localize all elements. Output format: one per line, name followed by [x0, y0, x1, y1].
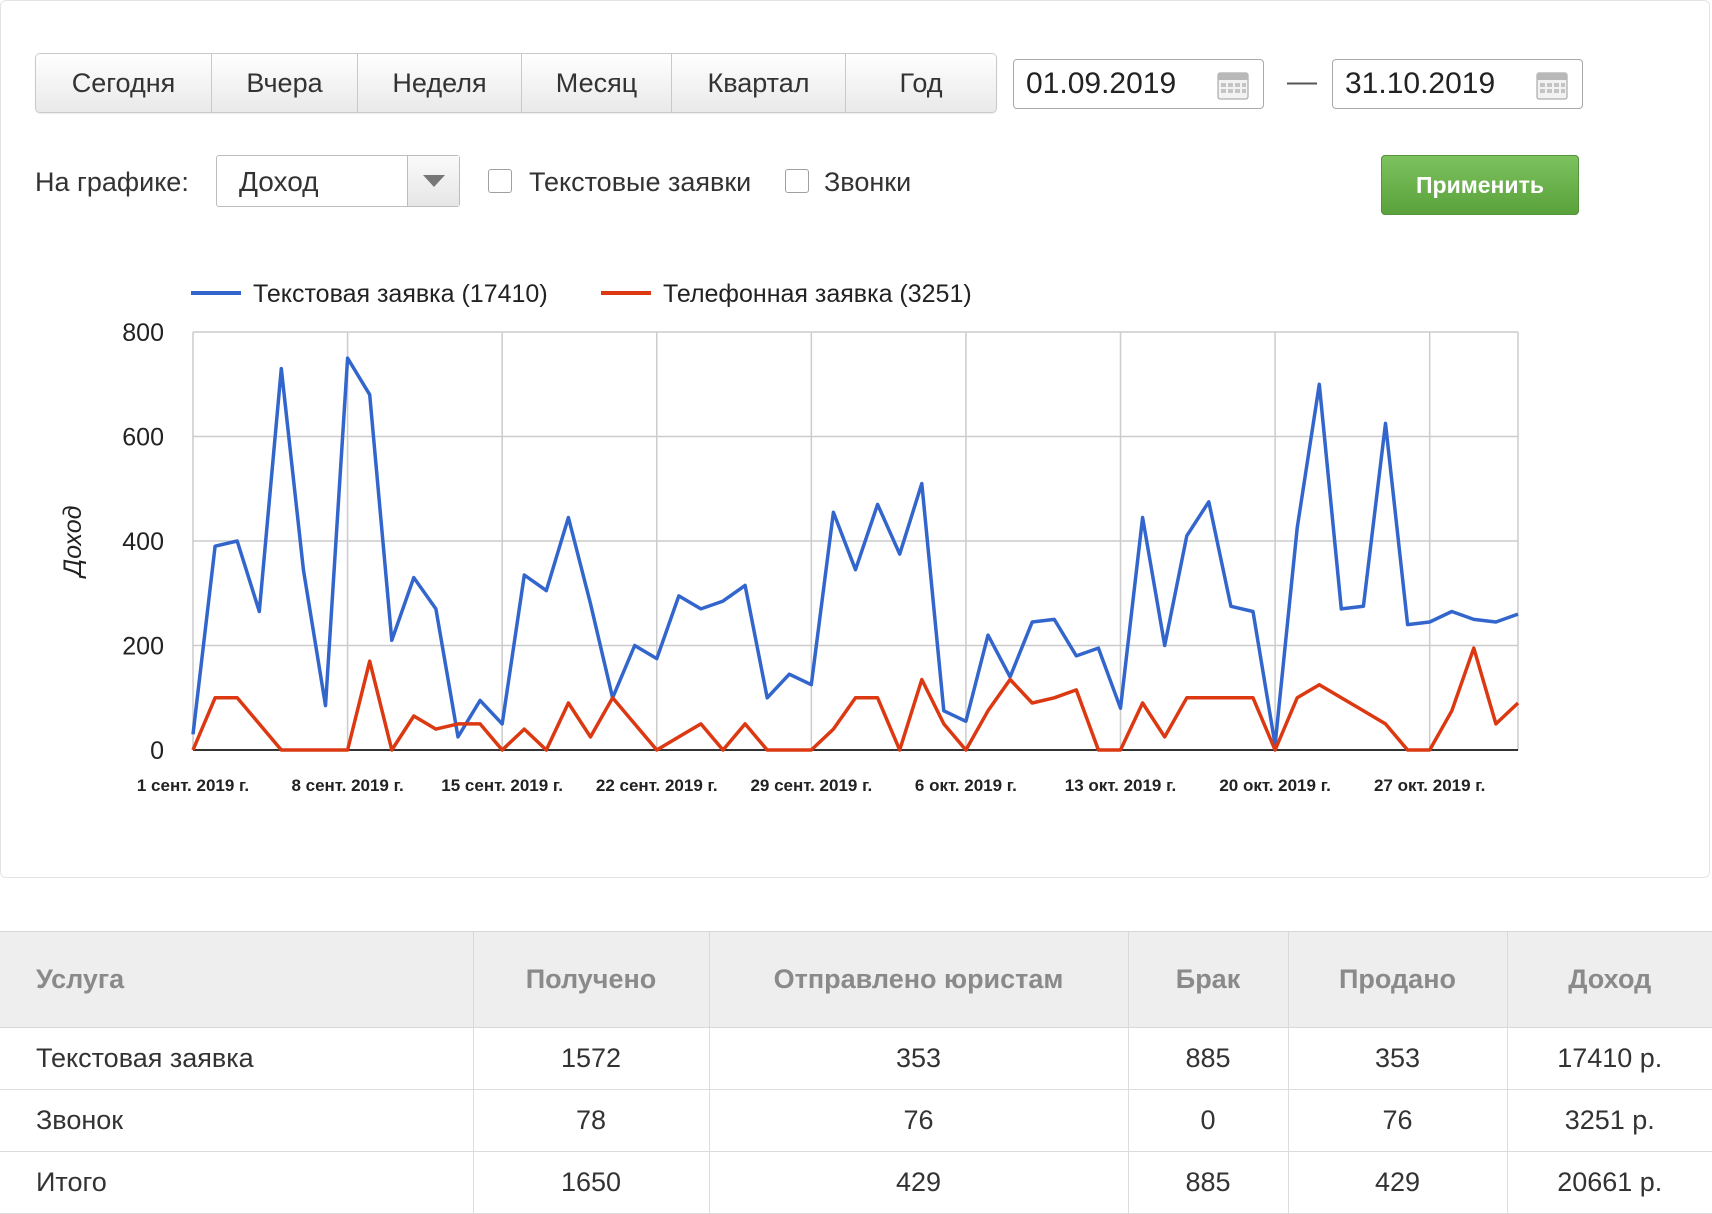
column-header-sent-to-lawyers: Отправлено юристам	[709, 931, 1129, 1028]
date-range-separator: —	[1287, 65, 1317, 98]
table-cell: 1650	[473, 1151, 710, 1214]
stats-table: Услуга Получено Отправлено юристам Брак …	[0, 931, 1712, 1214]
period-today-button[interactable]: Сегодня	[36, 54, 212, 112]
y-tick-label: 0	[150, 737, 164, 765]
x-tick-label: 6 окт. 2019 г.	[915, 776, 1017, 795]
table-row: Звонок 78 76 0 76 3251 р.	[0, 1089, 1712, 1152]
date-to-input[interactable]: 31.10.2019	[1332, 59, 1583, 109]
date-to-value: 31.10.2019	[1345, 67, 1496, 100]
x-tick-label: 15 сент. 2019 г.	[441, 776, 563, 795]
table-cell: 20661 р.	[1507, 1151, 1712, 1214]
table-cell: Текстовая заявка	[0, 1027, 474, 1090]
column-header-sold: Продано	[1288, 931, 1508, 1028]
x-tick-label: 8 сент. 2019 г.	[291, 776, 403, 795]
period-button-group: Сегодня Вчера Неделя Месяц Квартал Год	[35, 53, 997, 113]
table-cell: 76	[1288, 1089, 1508, 1152]
table-cell: Итого	[0, 1151, 474, 1214]
chevron-down-icon	[423, 175, 445, 187]
table-cell: 429	[709, 1151, 1129, 1214]
legend-label: Телефонная заявка (3251)	[663, 280, 972, 308]
calendar-icon[interactable]	[1217, 70, 1249, 100]
table-row: Итого 1650 429 885 429 20661 р.	[0, 1151, 1712, 1214]
series-line-phone-requests	[191, 646, 1520, 752]
x-tick-label: 27 окт. 2019 г.	[1374, 776, 1485, 795]
table-cell: 76	[709, 1089, 1129, 1152]
column-header-defect: Брак	[1128, 931, 1289, 1028]
text-requests-checkbox-label: Текстовые заявки	[529, 167, 752, 197]
legend-label: Текстовая заявка (17410)	[253, 280, 548, 308]
x-tick-label: 29 сент. 2019 г.	[750, 776, 872, 795]
column-header-service: Услуга	[0, 931, 474, 1028]
column-header-income: Доход	[1507, 931, 1712, 1028]
metric-select[interactable]: Доход	[216, 155, 460, 207]
column-header-received: Получено	[473, 931, 710, 1028]
select-arrow[interactable]	[407, 156, 459, 206]
table-cell: 429	[1288, 1151, 1508, 1214]
table-cell: 17410 р.	[1507, 1027, 1712, 1090]
calendar-icon[interactable]	[1536, 70, 1568, 100]
on-chart-label: На графике:	[35, 167, 189, 197]
x-tick-label: 22 сент. 2019 г.	[596, 776, 718, 795]
period-year-button[interactable]: Год	[846, 54, 996, 112]
calls-checkbox[interactable]	[785, 169, 809, 193]
table-cell: 3251 р.	[1507, 1089, 1712, 1152]
x-tick-label: 20 окт. 2019 г.	[1219, 776, 1330, 795]
table-cell: 1572	[473, 1027, 710, 1090]
y-tick-label: 200	[122, 633, 164, 661]
x-tick-label: 13 окт. 2019 г.	[1065, 776, 1176, 795]
y-tick-label: 400	[122, 528, 164, 556]
table-row: Текстовая заявка 1572 353 885 353 17410 …	[0, 1027, 1712, 1090]
text-requests-checkbox[interactable]	[488, 169, 512, 193]
filter-chart-panel: Сегодня Вчера Неделя Месяц Квартал Год 0…	[0, 0, 1710, 878]
date-from-value: 01.09.2019	[1026, 67, 1177, 100]
y-tick-label: 800	[122, 319, 164, 347]
apply-button[interactable]: Применить	[1381, 155, 1579, 215]
period-week-button[interactable]: Неделя	[358, 54, 522, 112]
y-tick-label: 600	[122, 424, 164, 452]
table-cell: 0	[1128, 1089, 1289, 1152]
y-axis-label: Доход	[59, 505, 87, 579]
calls-checkbox-label: Звонки	[824, 167, 912, 197]
period-quarter-button[interactable]: Квартал	[672, 54, 846, 112]
x-tick-label: 1 сент. 2019 г.	[137, 776, 249, 795]
date-from-input[interactable]: 01.09.2019	[1013, 59, 1264, 109]
period-month-button[interactable]: Месяц	[522, 54, 672, 112]
table-header-row: Услуга Получено Отправлено юристам Брак …	[0, 931, 1712, 1028]
table-cell: 353	[1288, 1027, 1508, 1090]
period-yesterday-button[interactable]: Вчера	[212, 54, 358, 112]
table-cell: 78	[473, 1089, 710, 1152]
table-cell: 885	[1128, 1151, 1289, 1214]
table-cell: 885	[1128, 1027, 1289, 1090]
metric-select-value: Доход	[239, 166, 319, 197]
revenue-line-chart: 0 200 400 600 800 1 сент. 2019 г. 8 сент. 2019…	[59, 280, 1520, 795]
series-line-text-requests	[191, 356, 1519, 747]
table-cell: Звонок	[0, 1089, 474, 1152]
table-cell: 353	[709, 1027, 1129, 1090]
